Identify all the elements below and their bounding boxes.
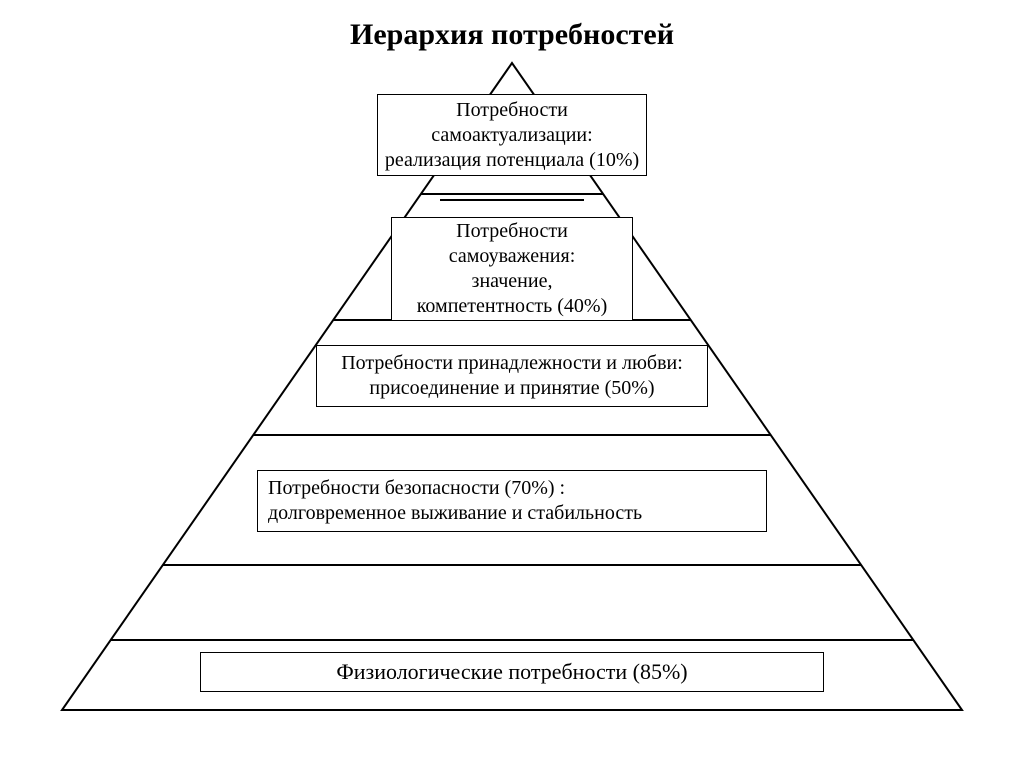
level-box-self-actualization: Потребностисамоактуализации:реализация п… bbox=[377, 94, 647, 176]
level-line: долговременное выживание и стабильность bbox=[268, 501, 642, 526]
level-line: Потребности bbox=[456, 98, 568, 123]
level-line: компетентность (40%) bbox=[417, 294, 608, 319]
level-line: Потребности принадлежности и любви: bbox=[341, 351, 683, 376]
level-line: самоактуализации: bbox=[431, 123, 592, 148]
level-line: реализация потенциала (10%) bbox=[385, 148, 639, 173]
level-line: Потребности bbox=[456, 219, 568, 244]
level-line: значение, bbox=[472, 269, 553, 294]
level-line: присоединение и принятие (50%) bbox=[369, 376, 654, 401]
level-line: самоуважения: bbox=[449, 244, 576, 269]
level-line: Потребности безопасности (70%) : bbox=[268, 476, 565, 501]
level-box-self-esteem: Потребностисамоуважения:значение,компете… bbox=[391, 217, 633, 321]
level-box-belonging-love: Потребности принадлежности и любви:присо… bbox=[316, 345, 708, 407]
diagram-stage: Иерархия потребностей Потребностисамоакт… bbox=[0, 0, 1024, 767]
level-line: Физиологические потребности (85%) bbox=[336, 658, 687, 686]
level-box-physiological: Физиологические потребности (85%) bbox=[200, 652, 824, 692]
level-box-safety: Потребности безопасности (70%) :долговре… bbox=[257, 470, 767, 532]
